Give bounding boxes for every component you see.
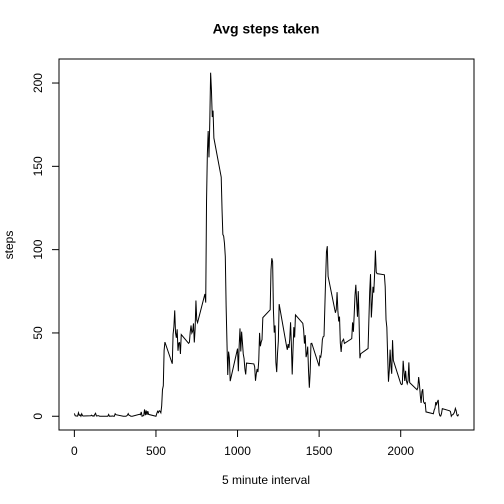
y-tick-label: 150 [31, 156, 45, 176]
x-tick-label: 2000 [387, 444, 414, 458]
x-tick-label: 1500 [306, 444, 333, 458]
y-tick-label: 0 [31, 413, 45, 420]
y-tick-label: 200 [31, 73, 45, 93]
x-axis-label: 5 minute interval [222, 473, 310, 487]
x-tick-label: 500 [146, 444, 166, 458]
plot-frame [58, 58, 475, 431]
y-axis-label: steps [2, 231, 16, 260]
y-tick-label: 50 [31, 326, 45, 340]
x-tick-label: 1000 [224, 444, 251, 458]
data-line [73, 72, 460, 418]
chart-title: Avg steps taken [213, 21, 320, 37]
y-tick-label: 100 [31, 239, 45, 259]
x-tick-label: 0 [71, 444, 78, 458]
